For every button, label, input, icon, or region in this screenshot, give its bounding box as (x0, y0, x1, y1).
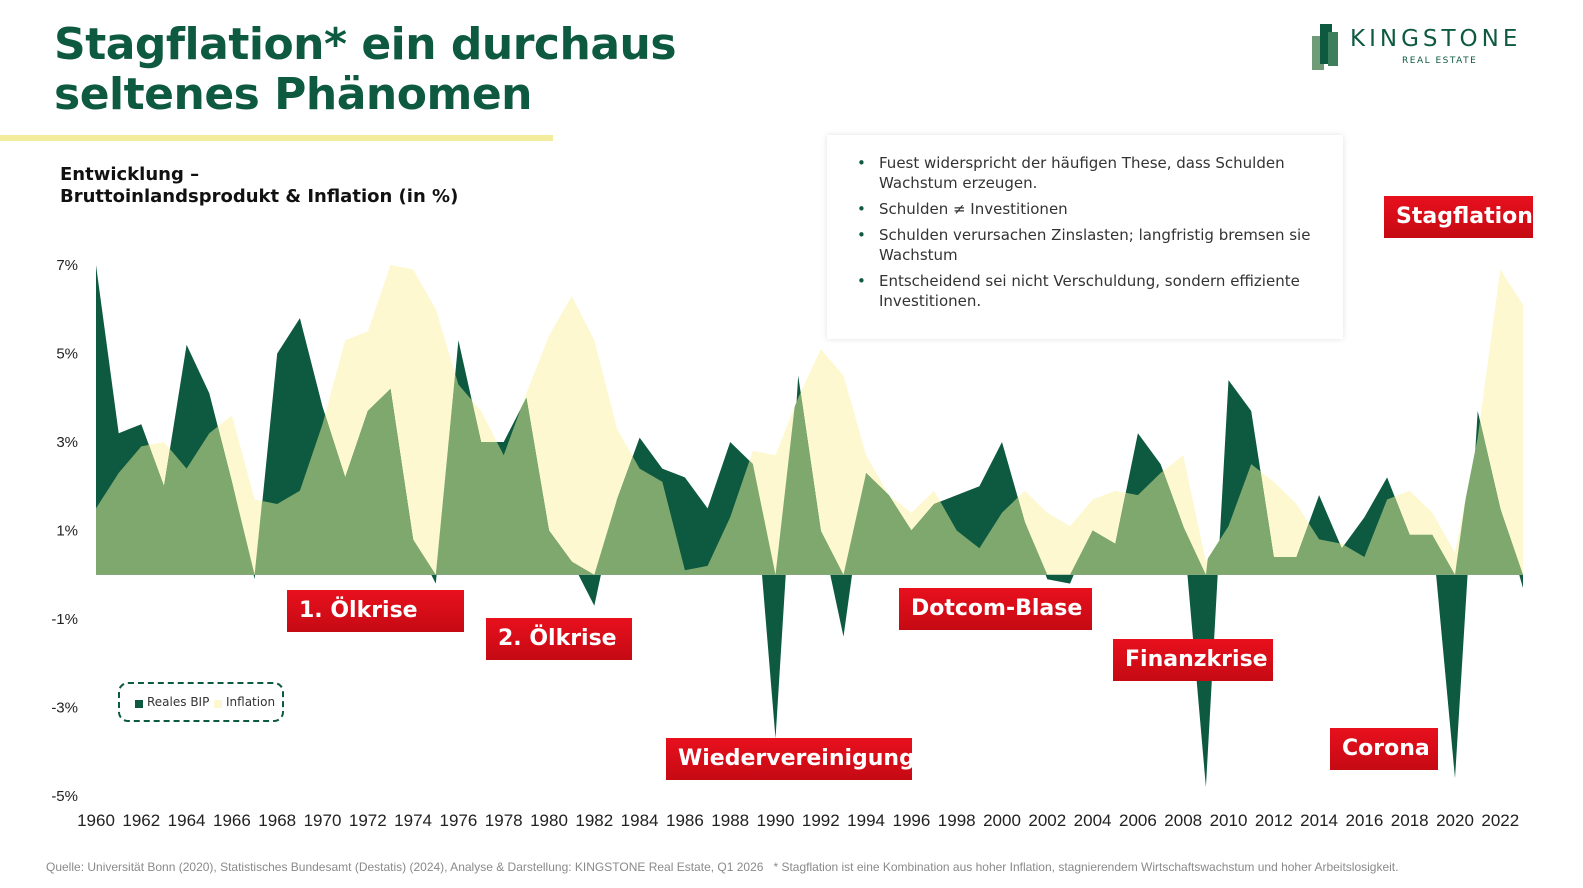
event-label-financial-crisis: Finanzkrise (1113, 639, 1273, 681)
legend-swatch-reales-bip (135, 700, 143, 708)
x-tick-label: 2020 (1436, 811, 1474, 830)
y-tick-label: -1% (51, 611, 78, 628)
x-tick-label: 2018 (1391, 811, 1429, 830)
x-tick-label: 2010 (1210, 811, 1248, 830)
x-tick-label: 1986 (666, 811, 704, 830)
x-tick-label: 1976 (439, 811, 477, 830)
y-tick-label: 1% (56, 523, 78, 540)
y-tick-label: -5% (51, 788, 78, 805)
y-tick-label: 5% (56, 346, 78, 363)
event-label-oil-crisis-2: 2. Ölkrise (486, 618, 632, 660)
page-title: Stagflation* ein durchaus seltenes Phäno… (54, 20, 814, 120)
x-tick-label: 1964 (168, 811, 206, 830)
chart-legend: Reales BIP Inflation (118, 682, 284, 722)
x-axis-tick-labels: 1960 1962 1964 1966 1968 1970 1972 1974 1976 1978… (77, 811, 1519, 830)
x-tick-label: 2006 (1119, 811, 1157, 830)
x-tick-label: 1966 (213, 811, 251, 830)
x-tick-label: 2004 (1074, 811, 1112, 830)
title-line-2: seltenes Phänomen (54, 69, 533, 120)
x-tick-label: 2012 (1255, 811, 1293, 830)
info-point-1: Fuest widerspricht der häufigen These, d… (857, 153, 1323, 193)
logo-name: KINGSTONE (1350, 26, 1522, 52)
event-label-reunification: Wiedervereinigung (666, 738, 915, 780)
kingstone-logo: KINGSTONE REAL ESTATE (1310, 20, 1540, 76)
x-tick-label: 2014 (1300, 811, 1338, 830)
x-tick-label: 1972 (349, 811, 387, 830)
x-tick-label: 1990 (757, 811, 795, 830)
info-box: Fuest widerspricht der häufigen These, d… (827, 135, 1343, 339)
x-tick-label: 1996 (892, 811, 930, 830)
x-tick-label: 2002 (1028, 811, 1066, 830)
footer: Quelle: Universität Bonn (2020), Statist… (46, 860, 1398, 874)
x-tick-label: 1988 (711, 811, 749, 830)
event-label-dotcom: Dotcom-Blase (899, 588, 1092, 630)
x-tick-label: 1984 (621, 811, 659, 830)
footer-source: Quelle: Universität Bonn (2020), Statist… (46, 860, 764, 874)
y-tick-label: -3% (51, 700, 78, 717)
legend-label-inflation: Inflation (226, 695, 276, 709)
subtitle-line-1: Entwicklung – (60, 164, 200, 185)
event-label-stagflation: Stagflation (1384, 196, 1533, 238)
title-underline (0, 135, 553, 141)
x-tick-label: 1980 (530, 811, 568, 830)
x-tick-label: 2016 (1345, 811, 1383, 830)
x-tick-label: 2008 (1164, 811, 1202, 830)
y-tick-label: 3% (56, 434, 78, 451)
y-axis-tick-labels: 7% 5% 3% 1% -1% -3% -5% (51, 257, 78, 805)
chart-subtitle: Entwicklung – Bruttoinlandsprodukt & Inf… (60, 164, 458, 208)
info-point-3: Schulden verursachen Zinslasten; langfri… (857, 225, 1323, 265)
footer-note: * Stagflation ist eine Kombination aus h… (773, 860, 1399, 874)
x-tick-label: 1994 (847, 811, 885, 830)
x-tick-label: 1960 (77, 811, 115, 830)
legend-swatch-inflation (214, 700, 222, 708)
title-line-1: Stagflation* ein durchaus (54, 19, 677, 70)
x-tick-label: 2022 (1481, 811, 1519, 830)
x-tick-label: 1968 (258, 811, 296, 830)
x-tick-label: 1982 (575, 811, 613, 830)
chart-areas (96, 265, 1523, 788)
info-point-4: Entscheidend sei nicht Verschuldung, son… (857, 271, 1323, 311)
building-logo-icon (1312, 24, 1338, 70)
event-label-oil-crisis-1: 1. Ölkrise (287, 590, 464, 632)
info-point-2: Schulden ≠ Investitionen (857, 199, 1323, 219)
y-tick-label: 7% (56, 257, 78, 274)
event-label-corona: Corona (1330, 728, 1438, 770)
x-tick-label: 1962 (122, 811, 160, 830)
subtitle-line-2: Bruttoinlandsprodukt & Inflation (in %) (60, 186, 459, 207)
x-tick-label: 1998 (938, 811, 976, 830)
x-tick-label: 2000 (983, 811, 1021, 830)
logo-subtitle: REAL ESTATE (1402, 56, 1478, 66)
x-tick-label: 1974 (394, 811, 432, 830)
x-tick-label: 1992 (802, 811, 840, 830)
legend-label-reales-bip: Reales BIP (147, 695, 210, 709)
x-tick-label: 1978 (485, 811, 523, 830)
x-tick-label: 1970 (304, 811, 342, 830)
series-overlap-area (96, 265, 1523, 575)
